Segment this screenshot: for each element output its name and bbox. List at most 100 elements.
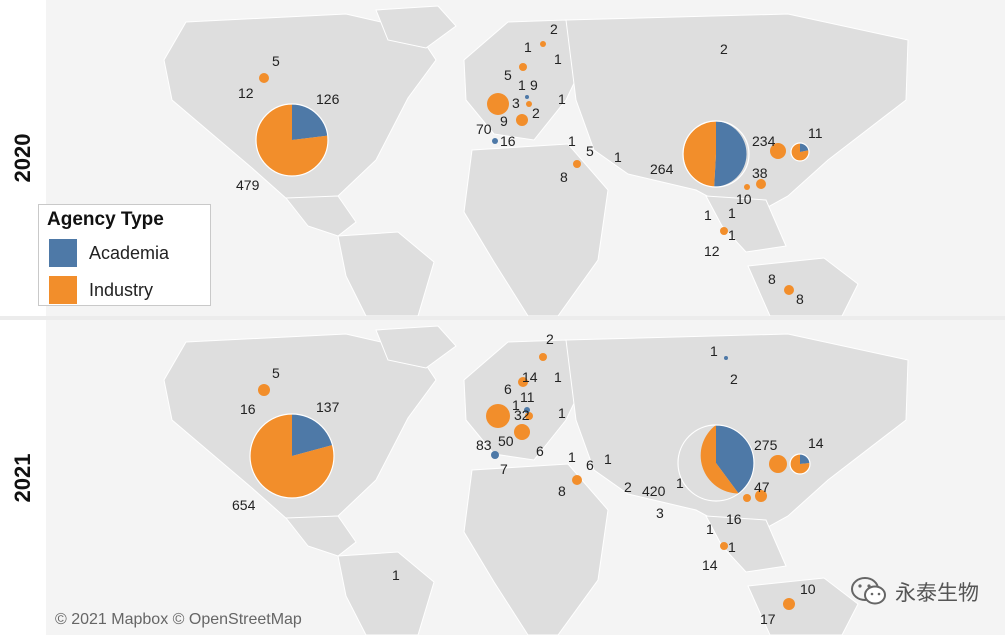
count-label: 38	[752, 165, 768, 181]
count-label: 14	[702, 557, 718, 573]
count-label: 1	[710, 343, 718, 359]
count-label: 1	[676, 475, 684, 491]
pie-marker	[573, 160, 581, 168]
count-label: 32	[514, 407, 530, 423]
count-label: 6	[536, 443, 544, 459]
pie-marker	[540, 41, 546, 47]
count-label: 1	[392, 567, 400, 583]
pie-marker	[572, 475, 582, 485]
landmass-southeast-asia	[705, 515, 787, 573]
pie-slice-academia	[292, 104, 328, 140]
pie-marker	[518, 377, 528, 387]
count-label: 47	[754, 479, 770, 495]
landmass-europe	[463, 339, 587, 461]
pie-slice-academia	[800, 143, 809, 152]
count-label: 1	[558, 405, 566, 421]
count-label: 2	[546, 331, 554, 347]
map-panel-2020: 2020	[0, 0, 1005, 316]
map-panel-2021: 2021	[0, 320, 1005, 635]
count-label: 1	[554, 369, 562, 385]
count-label: 2	[624, 479, 632, 495]
count-label: 2	[550, 21, 558, 37]
pie-china[interactable]	[677, 424, 755, 502]
pie-slice-academia	[800, 453, 810, 464]
legend-label-industry: Industry	[89, 279, 154, 300]
count-label: 14	[522, 369, 538, 385]
count-label: 11	[520, 389, 535, 405]
count-label: 2	[720, 41, 728, 57]
legend-swatch-academia	[49, 239, 77, 267]
map-attribution: © 2021 Mapbox © OpenStreetMap	[55, 611, 302, 628]
pie-slice-academia	[714, 121, 747, 187]
pie-marker	[744, 184, 750, 190]
count-label: 126	[316, 91, 340, 107]
pie-marker	[492, 138, 498, 144]
watermark-text: 永泰生物	[895, 582, 979, 605]
landmass-africa	[463, 143, 609, 316]
panel-divider	[0, 316, 1005, 320]
pie-united-states[interactable]	[249, 413, 335, 499]
pie-marker	[720, 542, 728, 550]
count-label: 1	[518, 77, 526, 93]
landmass-australia	[747, 257, 859, 316]
landmass-greenland	[375, 325, 457, 369]
pie-marker	[486, 404, 510, 428]
pie-marker	[783, 598, 795, 610]
world-map-2021[interactable]: 5 16 137 654 2 14 1 6 11 1 1 32 83 50 6 …	[46, 320, 1005, 635]
pie-marker	[259, 73, 269, 83]
pie-marker	[487, 93, 509, 115]
pie-marker	[724, 356, 728, 360]
year-strip: 2021	[0, 320, 46, 635]
count-label: 479	[236, 177, 260, 193]
count-label: 1	[728, 539, 736, 555]
pie-slice-industry	[790, 454, 811, 474]
watermark: 永泰生物	[849, 574, 979, 610]
pie-slice-industry	[790, 142, 809, 161]
count-label: 83	[476, 437, 492, 453]
year-label-2021: 2021	[10, 453, 35, 502]
pie-marker	[514, 424, 530, 440]
count-label: 1	[554, 51, 562, 67]
landmass-south-america	[337, 551, 435, 635]
count-label: 1	[728, 205, 736, 221]
pie-slice-industry	[683, 121, 716, 187]
pie-marker	[720, 227, 728, 235]
count-label: 5	[272, 365, 280, 381]
legend-item-industry[interactable]: Industry	[49, 276, 153, 304]
pie-slice-academia	[716, 425, 754, 494]
count-label: 7	[500, 461, 508, 477]
legend-item-academia[interactable]: Academia	[49, 239, 169, 267]
pie-slice-academia	[292, 413, 333, 456]
pie-japan[interactable]	[790, 142, 810, 162]
count-label: 6	[586, 457, 594, 473]
count-labels: 5 12 126 479 2 1 1 5 1 9 1 3 2 9 70 16 1…	[236, 21, 823, 307]
count-label: 1	[614, 149, 622, 165]
pie-marker	[519, 63, 527, 71]
pie-marker	[525, 412, 533, 420]
pie-marker	[756, 179, 766, 189]
pie-marker	[539, 353, 547, 361]
count-label: 2	[730, 371, 738, 387]
count-label: 1	[558, 91, 566, 107]
count-label: 11	[808, 125, 823, 141]
landmass-central-america	[285, 515, 357, 557]
year-label-2020: 2020	[10, 133, 35, 183]
count-label: 5	[272, 53, 280, 69]
small-pie-markers	[259, 41, 794, 295]
landmass-south-america	[337, 231, 435, 316]
pie-japan[interactable]	[789, 453, 811, 475]
count-label: 14	[808, 435, 824, 451]
pie-marker	[525, 95, 529, 99]
count-label: 8	[560, 169, 568, 185]
pie-slice-industry	[250, 414, 335, 498]
landmass-greenland	[375, 5, 457, 49]
count-label: 70	[476, 121, 492, 137]
count-label: 1	[512, 397, 520, 413]
count-label: 8	[558, 483, 566, 499]
count-label: 16	[240, 401, 256, 417]
map-svg-2020: 5 12 126 479 2 1 1 5 1 9 1 3 2 9 70 16 1…	[163, 5, 909, 316]
pie-united-states[interactable]	[255, 103, 329, 177]
pie-china[interactable]	[682, 120, 750, 188]
count-label: 1	[524, 39, 532, 55]
count-label: 8	[768, 271, 776, 287]
